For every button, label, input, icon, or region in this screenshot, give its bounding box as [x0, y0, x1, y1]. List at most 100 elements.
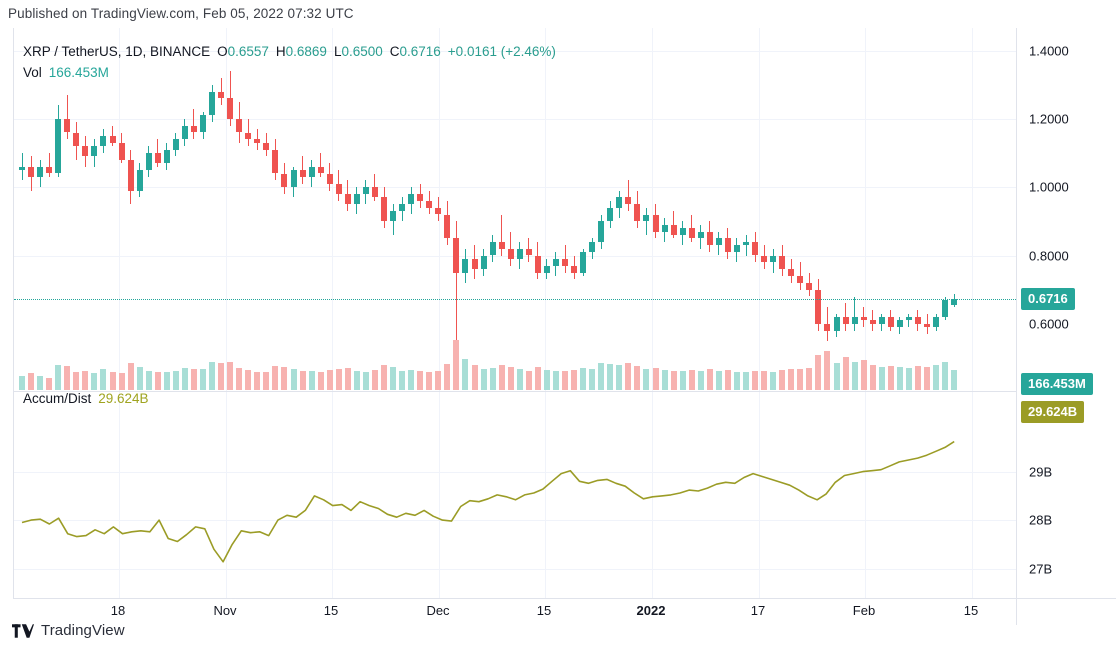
- volume-bar: [580, 368, 587, 390]
- volume-bar: [851, 361, 858, 390]
- gridline-vertical: [439, 28, 440, 598]
- candle-body: [788, 269, 795, 276]
- current-price-line: [14, 299, 1016, 301]
- volume-bar: [28, 373, 35, 390]
- gridline-vertical: [652, 28, 653, 598]
- candle-body: [652, 214, 659, 232]
- candle-body: [706, 231, 713, 246]
- candle-body: [136, 170, 143, 191]
- candle-body: [381, 197, 387, 222]
- chart-plot-area[interactable]: XRP / TetherUS, 1D, BINANCE O0.6557 H0.686…: [13, 28, 1016, 598]
- candle-body: [371, 187, 378, 198]
- volume-bar: [163, 371, 170, 390]
- volume-bar: [842, 356, 849, 390]
- candle-wick: [220, 77, 222, 106]
- candle-body: [480, 255, 487, 270]
- time-axis-tick: Nov: [213, 603, 237, 618]
- volume-bar: [209, 361, 216, 390]
- candle-body: [335, 183, 342, 194]
- volume-bar: [254, 372, 261, 390]
- candle-wick: [501, 214, 503, 256]
- volume-bar: [951, 370, 958, 390]
- volume-bar: [64, 365, 71, 390]
- candle-body: [598, 221, 605, 242]
- volume-bar: [55, 365, 62, 390]
- candle-body: [172, 139, 179, 150]
- volume-bar: [887, 366, 894, 390]
- volume-bar: [82, 371, 89, 390]
- volume-bar: [480, 368, 487, 390]
- candle-body: [236, 118, 243, 133]
- candle-wick: [302, 156, 304, 184]
- volume-bar: [390, 366, 397, 390]
- gridline-vertical: [865, 28, 866, 598]
- candle-wick: [845, 303, 847, 331]
- candle-body: [163, 149, 170, 164]
- candle-body: [743, 241, 749, 246]
- volume-bar: [625, 363, 632, 390]
- volume-bar: [19, 375, 25, 390]
- volume-bar: [516, 369, 523, 390]
- candle-body: [815, 289, 822, 324]
- volume-bar: [643, 368, 650, 390]
- volume-bar: [444, 364, 451, 390]
- volume-bar: [824, 351, 831, 390]
- volume-bar: [91, 373, 98, 390]
- candle-body: [462, 258, 469, 273]
- volume-bar: [598, 362, 605, 390]
- candle-body: [951, 299, 958, 305]
- candle-body: [607, 207, 614, 222]
- price-axis-label: 0.6000: [1029, 316, 1069, 332]
- candle-body: [145, 153, 152, 171]
- volume-bar: [172, 370, 179, 390]
- volume-bar: [37, 376, 44, 390]
- volume-bar: [308, 371, 315, 390]
- candle-body: [209, 91, 216, 116]
- candle-body: [589, 241, 596, 253]
- candle-wick: [854, 296, 856, 331]
- candle-body: [534, 255, 541, 273]
- candle-body: [109, 135, 116, 143]
- candle-wick: [247, 118, 249, 147]
- accum-dist-line: [21, 440, 955, 563]
- candle-body: [362, 187, 369, 194]
- volume-bar: [761, 371, 768, 390]
- candle-body: [752, 241, 759, 256]
- candle-body: [64, 118, 71, 133]
- candle-body: [525, 248, 532, 256]
- candle-body: [353, 194, 360, 205]
- candle-body: [218, 91, 225, 99]
- candle-wick: [320, 153, 322, 177]
- candle-body: [272, 149, 279, 174]
- candle-wick: [193, 108, 195, 140]
- candle-body: [154, 153, 161, 164]
- volume-bar: [426, 371, 433, 390]
- gridline-vertical: [332, 28, 333, 598]
- gridline-vertical: [119, 28, 120, 598]
- candle-body: [851, 317, 858, 324]
- candle-body: [471, 258, 478, 270]
- candle-body: [779, 255, 786, 270]
- volume-bar: [290, 368, 297, 390]
- time-axis-tick: Dec: [426, 603, 450, 618]
- volume-bar: [73, 371, 80, 390]
- candle-body: [724, 238, 731, 253]
- volume-bar: [498, 364, 505, 390]
- candle-body: [670, 224, 677, 235]
- volume-bar: [924, 366, 930, 390]
- time-axis[interactable]: 18 Nov 15 Dec 15 2022 17 Feb 15: [13, 598, 1116, 625]
- volume-bar: [733, 371, 740, 390]
- candle-body: [498, 241, 505, 249]
- candle-body: [571, 265, 578, 273]
- candle-body: [507, 248, 514, 259]
- volume-bar: [525, 370, 532, 390]
- volume-bar: [571, 369, 578, 390]
- volume-bar: [190, 369, 197, 390]
- gridline-horizontal: [14, 255, 1016, 257]
- candle-body: [254, 139, 261, 143]
- volume-bar: [200, 368, 206, 390]
- volume-bar: [806, 367, 813, 390]
- price-axis[interactable]: 1.4000 1.2000 1.0000 0.8000 0.6000 0.6716 166.…: [1016, 28, 1116, 598]
- candle-body: [797, 276, 804, 283]
- volume-bar: [905, 367, 912, 390]
